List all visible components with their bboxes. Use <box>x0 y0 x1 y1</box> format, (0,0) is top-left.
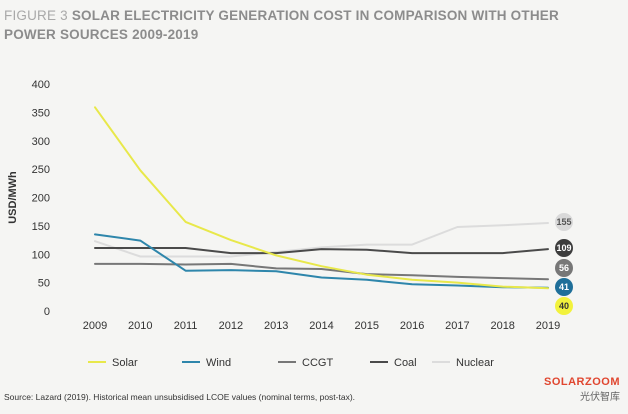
x-tick-label: 2009 <box>83 320 107 332</box>
series-lines <box>94 106 549 290</box>
watermark-brand: SOLARZOOM <box>544 376 620 388</box>
legend: Solar Wind CCGT Coal Nuclear <box>88 357 494 369</box>
y-tick-label: 400 <box>32 79 50 91</box>
y-tick-label: 350 <box>32 107 50 119</box>
end-label-text: 56 <box>559 263 569 273</box>
y-tick-label: 100 <box>32 249 50 261</box>
end-label-text: 109 <box>556 243 571 253</box>
end-label-text: 41 <box>559 282 569 292</box>
watermark-logo: SOLARZOOM 光伏智库 <box>544 376 620 403</box>
line-chart: 0 50 100 150 200 250 300 350 400 2009 2010 2011 2012… <box>7 79 573 369</box>
series-line-coal <box>94 247 549 255</box>
source-note: Source: Lazard (2019). Historical mean u… <box>4 392 356 402</box>
series-line-ccgt <box>94 262 549 281</box>
axes: 0 50 100 150 200 250 300 350 400 2009 2010 2011 2012… <box>7 79 560 332</box>
end-label-badge-nuclear <box>555 213 573 231</box>
end-labels: 155 109 56 41 40 <box>555 213 573 315</box>
series-line-wind <box>94 233 549 289</box>
x-tick-label: 2016 <box>400 320 424 332</box>
y-tick-label: 0 <box>44 306 50 318</box>
end-label-text: 40 <box>559 301 569 311</box>
x-tick-label: 2013 <box>264 320 288 332</box>
y-axis-label: USD/MWh <box>7 171 19 224</box>
x-tick-label: 2018 <box>490 320 514 332</box>
legend-label-wind: Wind <box>206 357 231 369</box>
x-tick-label: 2012 <box>219 320 243 332</box>
x-tick-label: 2017 <box>445 320 469 332</box>
legend-label-ccgt: CCGT <box>302 357 333 369</box>
chart-title: FIGURE 3 SOLAR ELECTRICITY GENERATION CO… <box>4 6 614 44</box>
figure-title: SOLAR ELECTRICITY GENERATION COST IN COM… <box>4 8 559 42</box>
end-label-badge-wind <box>555 278 573 296</box>
series-line-nuclear <box>94 222 549 258</box>
end-label-text: 155 <box>556 217 571 227</box>
x-tick-label: 2011 <box>174 320 198 332</box>
figure-number: FIGURE 3 <box>4 8 68 23</box>
legend-label-solar: Solar <box>112 357 138 369</box>
y-tick-label: 300 <box>32 136 50 148</box>
x-tick-label: 2015 <box>355 320 379 332</box>
y-tick-label: 50 <box>38 278 50 290</box>
series-line-solar <box>94 106 549 290</box>
legend-label-coal: Coal <box>394 357 417 369</box>
end-label-badge-ccgt <box>555 259 573 277</box>
x-tick-label: 2019 <box>536 320 560 332</box>
y-tick-label: 150 <box>32 221 50 233</box>
end-label-badge-coal <box>555 239 573 257</box>
y-tick-label: 200 <box>32 193 50 205</box>
legend-label-nuclear: Nuclear <box>456 357 494 369</box>
x-tick-label: 2014 <box>309 320 333 332</box>
end-label-badge-solar <box>555 297 573 315</box>
x-tick-label: 2010 <box>128 320 152 332</box>
watermark-subtitle: 光伏智库 <box>580 392 620 403</box>
y-tick-label: 250 <box>32 164 50 176</box>
